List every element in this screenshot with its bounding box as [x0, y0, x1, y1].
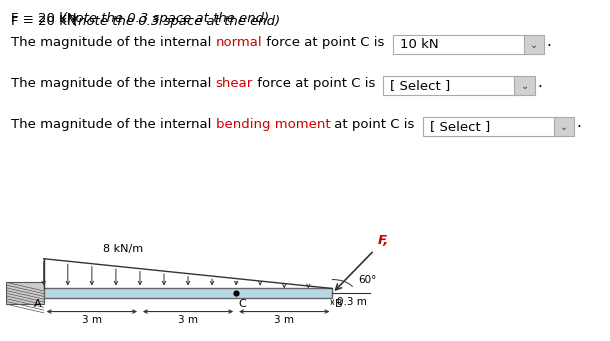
FancyBboxPatch shape [393, 35, 526, 54]
FancyBboxPatch shape [554, 117, 575, 136]
Text: F,: F, [378, 234, 389, 247]
Text: .: . [547, 34, 551, 49]
Text: shear: shear [215, 77, 253, 90]
Text: 0.3 m: 0.3 m [337, 297, 367, 307]
Text: [ Select ]: [ Select ] [430, 120, 490, 133]
Text: ⌄: ⌄ [560, 121, 568, 132]
Text: .: . [576, 116, 581, 131]
Text: 8 kN/m: 8 kN/m [103, 244, 143, 254]
FancyBboxPatch shape [514, 76, 535, 95]
Text: .: . [537, 75, 542, 90]
Text: The magnitude of the internal: The magnitude of the internal [11, 36, 215, 49]
FancyBboxPatch shape [383, 76, 517, 95]
Text: B: B [334, 299, 342, 309]
Text: The magnitude of the internal: The magnitude of the internal [11, 77, 215, 90]
Text: A: A [34, 299, 41, 309]
Text: 60°: 60° [358, 275, 376, 285]
Text: 3 m: 3 m [82, 314, 102, 325]
Text: force at point C is: force at point C is [262, 36, 385, 49]
Bar [6, 282, 44, 304]
Text: The magnitude of the internal: The magnitude of the internal [11, 118, 215, 131]
Bar [44, 288, 332, 298]
Text: 3 m: 3 m [178, 314, 198, 325]
Text: (note the 0.3 space at the end): (note the 0.3 space at the end) [73, 15, 280, 28]
Text: [ Select ]: [ Select ] [390, 79, 451, 92]
Text: (note the 0.3 space at the end): (note the 0.3 space at the end) [62, 12, 269, 25]
Text: bending moment: bending moment [215, 118, 330, 131]
FancyBboxPatch shape [523, 35, 545, 54]
Text: 10 kN: 10 kN [400, 38, 439, 51]
FancyBboxPatch shape [423, 117, 556, 136]
Text: at point C is: at point C is [330, 118, 415, 131]
Text: F = 20 kN: F = 20 kN [11, 12, 85, 25]
Text: C: C [239, 299, 246, 309]
Text: 3 m: 3 m [274, 314, 294, 325]
Text: ⌄: ⌄ [520, 80, 529, 91]
Text: normal: normal [215, 36, 262, 49]
Text: F = 20 kN: F = 20 kN [11, 15, 85, 28]
Text: force at point C is: force at point C is [253, 77, 375, 90]
Text: ⌄: ⌄ [530, 40, 538, 50]
